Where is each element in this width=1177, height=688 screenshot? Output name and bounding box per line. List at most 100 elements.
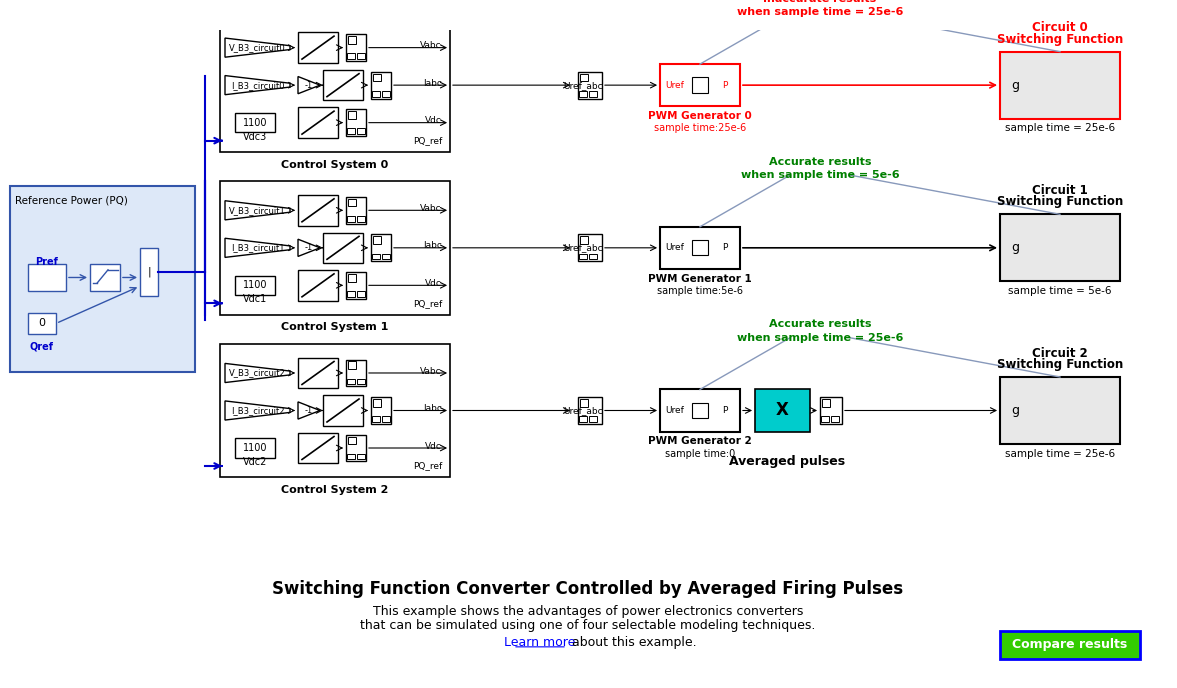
FancyBboxPatch shape bbox=[692, 78, 709, 93]
Text: sample time:5e-6: sample time:5e-6 bbox=[657, 286, 743, 296]
Text: Circuit 0: Circuit 0 bbox=[1032, 21, 1088, 34]
Text: 1100: 1100 bbox=[242, 443, 267, 453]
FancyBboxPatch shape bbox=[383, 254, 390, 259]
FancyBboxPatch shape bbox=[89, 264, 120, 291]
FancyBboxPatch shape bbox=[357, 291, 365, 297]
Text: Accurate results: Accurate results bbox=[769, 157, 871, 166]
Polygon shape bbox=[225, 401, 290, 420]
Text: Iabc: Iabc bbox=[423, 404, 443, 413]
FancyBboxPatch shape bbox=[372, 254, 380, 259]
Polygon shape bbox=[225, 76, 290, 95]
FancyBboxPatch shape bbox=[579, 416, 587, 422]
FancyBboxPatch shape bbox=[372, 91, 380, 96]
Text: PQ_ref: PQ_ref bbox=[413, 299, 443, 308]
FancyBboxPatch shape bbox=[1000, 631, 1141, 659]
Text: Averaged pulses: Averaged pulses bbox=[730, 455, 845, 469]
Text: Accurate results: Accurate results bbox=[769, 319, 871, 330]
FancyBboxPatch shape bbox=[580, 399, 588, 407]
FancyBboxPatch shape bbox=[372, 416, 380, 422]
Polygon shape bbox=[225, 38, 290, 57]
Polygon shape bbox=[298, 402, 320, 419]
Text: 1100: 1100 bbox=[242, 118, 267, 128]
Polygon shape bbox=[225, 363, 290, 383]
Text: Vabc: Vabc bbox=[420, 41, 443, 50]
Text: Control System 1: Control System 1 bbox=[281, 323, 388, 332]
FancyBboxPatch shape bbox=[588, 91, 597, 96]
FancyBboxPatch shape bbox=[298, 433, 338, 463]
Text: Vabc: Vabc bbox=[420, 204, 443, 213]
FancyBboxPatch shape bbox=[346, 109, 366, 136]
Text: sample time = 25e-6: sample time = 25e-6 bbox=[1005, 449, 1115, 459]
Text: g: g bbox=[1011, 404, 1019, 417]
FancyBboxPatch shape bbox=[348, 436, 355, 444]
Text: Switching Function Converter Controlled by Averaged Firing Pulses: Switching Function Converter Controlled … bbox=[272, 581, 904, 599]
Text: Control System 0: Control System 0 bbox=[281, 160, 388, 170]
Text: PWM Generator 1: PWM Generator 1 bbox=[649, 274, 752, 283]
Text: 1100: 1100 bbox=[242, 280, 267, 290]
Text: Circuit 2: Circuit 2 bbox=[1032, 347, 1088, 360]
FancyBboxPatch shape bbox=[347, 216, 355, 222]
FancyBboxPatch shape bbox=[660, 64, 740, 106]
FancyBboxPatch shape bbox=[578, 397, 601, 424]
FancyBboxPatch shape bbox=[220, 343, 450, 477]
Text: P: P bbox=[723, 244, 727, 252]
Text: sample time = 25e-6: sample time = 25e-6 bbox=[1005, 123, 1115, 133]
Text: Vdc: Vdc bbox=[425, 442, 443, 451]
FancyBboxPatch shape bbox=[346, 34, 366, 61]
Text: 0: 0 bbox=[39, 319, 46, 328]
FancyBboxPatch shape bbox=[383, 416, 390, 422]
Text: that can be simulated using one of four selectable modeling techniques.: that can be simulated using one of four … bbox=[360, 619, 816, 632]
FancyBboxPatch shape bbox=[298, 107, 338, 138]
Text: Uref: Uref bbox=[665, 406, 685, 415]
Text: V_B3_circuit2: V_B3_circuit2 bbox=[230, 369, 286, 378]
Text: P: P bbox=[723, 406, 727, 415]
Text: Learn more: Learn more bbox=[504, 636, 576, 649]
Text: -1: -1 bbox=[305, 406, 313, 415]
Text: Iabc: Iabc bbox=[423, 241, 443, 250]
Text: Switching Function: Switching Function bbox=[997, 33, 1123, 45]
FancyBboxPatch shape bbox=[822, 416, 829, 422]
Text: Switching Function: Switching Function bbox=[997, 195, 1123, 208]
FancyBboxPatch shape bbox=[1000, 215, 1121, 281]
FancyBboxPatch shape bbox=[357, 216, 365, 222]
Text: Iabc: Iabc bbox=[423, 78, 443, 88]
FancyBboxPatch shape bbox=[578, 235, 601, 261]
Text: Vdc: Vdc bbox=[425, 279, 443, 288]
FancyBboxPatch shape bbox=[28, 313, 56, 334]
FancyBboxPatch shape bbox=[580, 74, 588, 81]
Text: Pref: Pref bbox=[35, 257, 59, 267]
FancyBboxPatch shape bbox=[579, 91, 587, 96]
FancyBboxPatch shape bbox=[692, 240, 709, 255]
Text: X: X bbox=[776, 402, 789, 420]
Text: when sample time = 25e-6: when sample time = 25e-6 bbox=[737, 333, 903, 343]
FancyBboxPatch shape bbox=[580, 237, 588, 244]
Polygon shape bbox=[298, 239, 320, 257]
Text: -1: -1 bbox=[305, 244, 313, 252]
FancyBboxPatch shape bbox=[348, 199, 355, 206]
FancyBboxPatch shape bbox=[373, 399, 381, 407]
Text: sample time = 5e-6: sample time = 5e-6 bbox=[1009, 286, 1112, 296]
Text: I_B3_circuit0: I_B3_circuit0 bbox=[231, 80, 285, 89]
Text: Uref: Uref bbox=[665, 244, 685, 252]
FancyBboxPatch shape bbox=[373, 74, 381, 81]
Polygon shape bbox=[225, 201, 290, 220]
Text: Compare results: Compare results bbox=[1012, 638, 1128, 652]
Text: V_B3_circuit1: V_B3_circuit1 bbox=[230, 206, 286, 215]
Text: This example shows the advantages of power electronics converters: This example shows the advantages of pow… bbox=[373, 605, 803, 618]
Polygon shape bbox=[225, 238, 290, 257]
Text: Vdc: Vdc bbox=[425, 116, 443, 125]
Text: Circuit 1: Circuit 1 bbox=[1032, 184, 1088, 197]
Text: PQ_ref: PQ_ref bbox=[413, 136, 443, 145]
Text: I_B3_circuit2: I_B3_circuit2 bbox=[231, 406, 285, 415]
Text: Uref_abc: Uref_abc bbox=[564, 406, 603, 415]
FancyBboxPatch shape bbox=[383, 91, 390, 96]
FancyBboxPatch shape bbox=[347, 378, 355, 385]
FancyBboxPatch shape bbox=[346, 197, 366, 224]
Text: when sample time = 5e-6: when sample time = 5e-6 bbox=[740, 170, 899, 180]
FancyBboxPatch shape bbox=[692, 403, 709, 418]
FancyBboxPatch shape bbox=[347, 454, 355, 460]
FancyBboxPatch shape bbox=[220, 18, 450, 152]
Text: Vdc2: Vdc2 bbox=[242, 457, 267, 467]
FancyBboxPatch shape bbox=[371, 397, 391, 424]
FancyBboxPatch shape bbox=[347, 129, 355, 134]
